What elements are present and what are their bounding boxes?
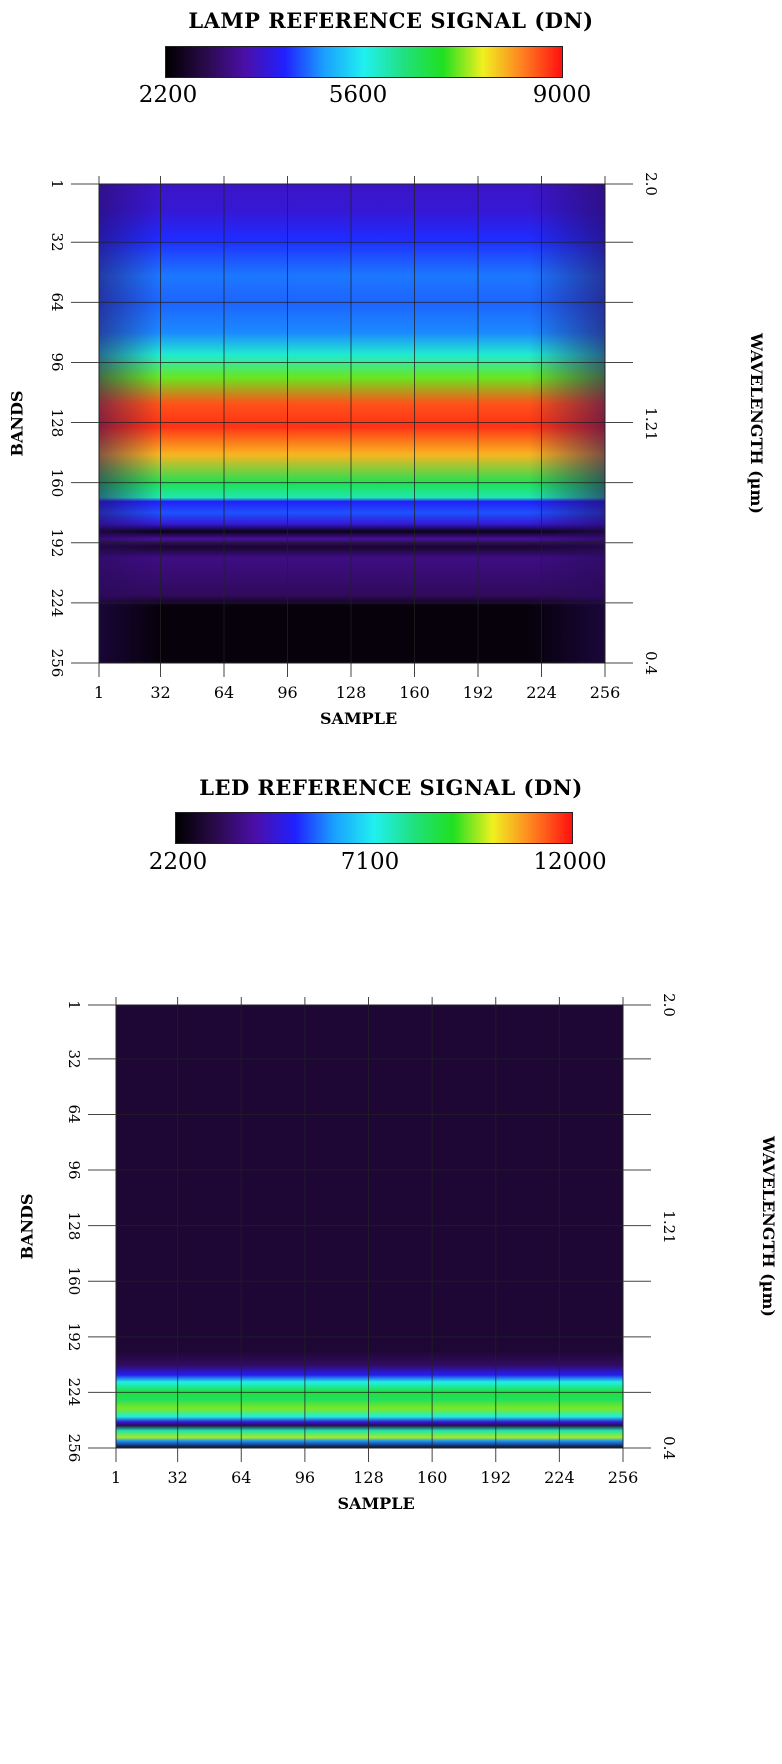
y-tick-label: 224 xyxy=(48,588,66,618)
y2-tick-label: 1.21 xyxy=(642,406,660,441)
x-axis-label-lamp: SAMPLE xyxy=(320,709,398,728)
y-tick-label: 64 xyxy=(48,292,66,312)
y2-tick-label: 0.4 xyxy=(660,1436,678,1460)
colorbar-led-max-label: 12000 xyxy=(533,849,607,875)
x-tick-label: 160 xyxy=(399,683,430,702)
y-tick-label: 96 xyxy=(65,1160,83,1180)
y-tick-label: 256 xyxy=(65,1433,83,1463)
y-tick-label: 192 xyxy=(65,1322,83,1352)
y-tick-label: 192 xyxy=(48,528,66,558)
x-tick-label: 64 xyxy=(213,683,235,702)
x-tick-label: 96 xyxy=(294,1468,316,1487)
y-tick-label: 256 xyxy=(48,648,66,678)
chart-title-led: LED REFERENCE SIGNAL (DN) xyxy=(199,775,583,800)
chart-title-lamp: LAMP REFERENCE SIGNAL (DN) xyxy=(188,8,594,33)
y2-axis-label-led: WAVELENGTH (µm) xyxy=(758,1135,778,1317)
x-tick-label: 1 xyxy=(93,683,105,702)
colorbar-led-mid-label: 7100 xyxy=(340,849,400,875)
heatmap-image-led xyxy=(116,1005,623,1448)
x-tick-label: 64 xyxy=(231,1468,252,1487)
x-tick-label: 192 xyxy=(462,683,494,702)
y-tick-label: 96 xyxy=(48,352,66,372)
x-tick-label: 96 xyxy=(277,683,298,702)
x-tick-label: 256 xyxy=(589,683,621,702)
y2-tick-label: 1.21 xyxy=(660,1209,678,1244)
y2-tick-label: 0.4 xyxy=(642,651,660,675)
y-tick-label: 1 xyxy=(48,179,66,189)
y-axis-label-led: BANDS xyxy=(17,1193,37,1259)
x-tick-label: 192 xyxy=(480,1468,512,1487)
x-tick-label: 256 xyxy=(607,1468,639,1487)
colorbar-lamp-max-label: 9000 xyxy=(532,82,592,108)
x-tick-label: 1 xyxy=(110,1468,122,1487)
x-tick-label: 32 xyxy=(150,683,171,702)
x-tick-label: 160 xyxy=(416,1468,448,1487)
x-tick-label: 224 xyxy=(526,683,557,702)
heatmap-image-lamp xyxy=(99,184,605,663)
y-tick-label: 160 xyxy=(48,468,66,497)
x-tick-label: 128 xyxy=(353,1468,384,1487)
x-tick-label: 128 xyxy=(335,683,367,702)
colorbar-lamp-min-label: 2200 xyxy=(138,82,198,108)
y-tick-label: 128 xyxy=(65,1211,83,1240)
colorbar-lamp-mid-label: 5600 xyxy=(328,82,388,108)
x-axis-label-led: SAMPLE xyxy=(337,1494,415,1513)
y-tick-label: 224 xyxy=(65,1378,83,1407)
y2-tick-label: 2.0 xyxy=(642,172,660,196)
x-tick-label: 32 xyxy=(167,1468,188,1487)
plot-frame xyxy=(115,1004,624,1449)
colorbar-lamp xyxy=(165,46,563,78)
colorbar-led xyxy=(175,812,573,844)
y-tick-label: 32 xyxy=(65,1049,83,1069)
y-tick-label: 32 xyxy=(48,232,66,252)
y-tick-label: 1 xyxy=(65,1000,83,1010)
y2-tick-label: 2.0 xyxy=(660,993,678,1017)
colorbar-led-min-label: 2200 xyxy=(148,849,208,875)
x-tick-label: 224 xyxy=(544,1468,575,1487)
y-tick-label: 160 xyxy=(65,1266,83,1296)
y-tick-label: 64 xyxy=(65,1104,83,1124)
y-tick-label: 128 xyxy=(48,408,66,437)
